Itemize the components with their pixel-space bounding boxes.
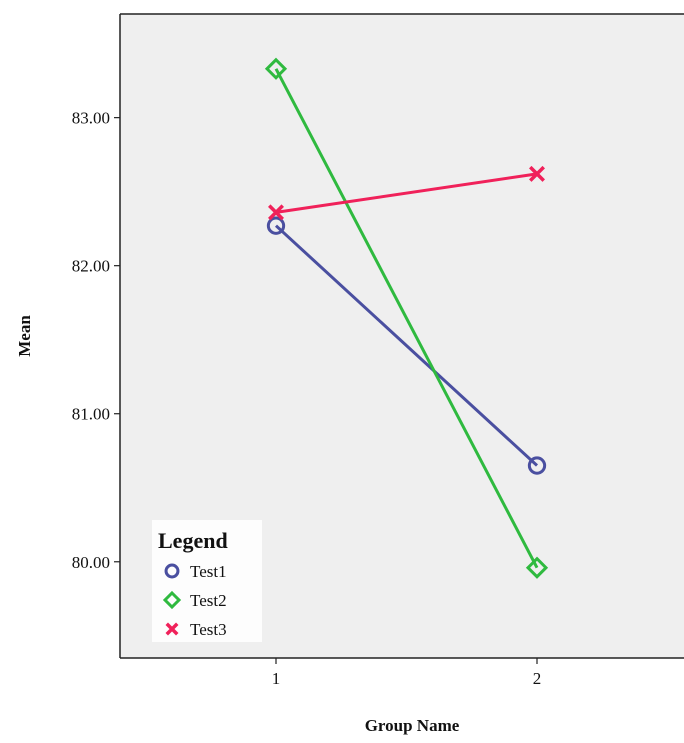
data-point-marker [525, 556, 549, 579]
axes: 80.00 81.00 82.00 83.00 1 2 [72, 13, 684, 688]
series-test1 [266, 216, 547, 475]
y-tick-label: 81.00 [72, 405, 110, 424]
series-layer [264, 57, 549, 579]
legend-marker [162, 590, 182, 610]
legend-box [152, 520, 262, 642]
data-point-marker [268, 204, 284, 221]
series-test2 [264, 57, 549, 579]
series-line [275, 172, 538, 214]
series-line [274, 224, 539, 467]
series-line [274, 68, 539, 569]
legend-marker [164, 563, 180, 579]
y-axis-title: Mean [15, 315, 34, 357]
legend-marker [165, 622, 179, 636]
legend: Legend Test1 Test2 Test3 [152, 520, 262, 642]
x-axis-title: Group Name [365, 716, 460, 735]
x-tick-label: 2 [533, 669, 542, 688]
legend-title: Legend [158, 528, 228, 553]
legend-item-label: Test3 [190, 620, 227, 639]
y-tick-label: 80.00 [72, 553, 110, 572]
y-tick-label: 82.00 [72, 257, 110, 276]
legend-item-label: Test2 [190, 591, 227, 610]
y-tick-label: 83.00 [72, 109, 110, 128]
data-point-marker [527, 456, 547, 475]
series-test3 [268, 165, 545, 221]
data-point-marker [529, 165, 545, 182]
legend-item-label: Test1 [190, 562, 227, 581]
x-tick-label: 1 [272, 669, 281, 688]
data-point-marker [266, 216, 286, 235]
data-point-marker [264, 57, 288, 80]
